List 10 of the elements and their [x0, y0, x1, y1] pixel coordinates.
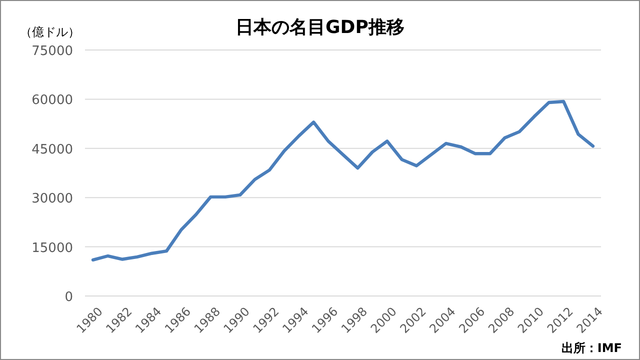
- line-series: [91, 100, 595, 262]
- text: 出所：IMF: [561, 341, 622, 355]
- chart-title: 日本の名目GDP推移: [236, 17, 404, 38]
- y-tick-label: 45000: [32, 142, 73, 158]
- y-tick-label: 60000: [32, 93, 73, 108]
- y-tick-label: 0: [64, 290, 73, 305]
- y-tick-label: 30000: [32, 192, 73, 207]
- y-tick-label: 15000: [32, 240, 73, 256]
- y-axis-title: （億ドル）: [20, 25, 80, 39]
- y-tick-label: 75000: [32, 44, 73, 59]
